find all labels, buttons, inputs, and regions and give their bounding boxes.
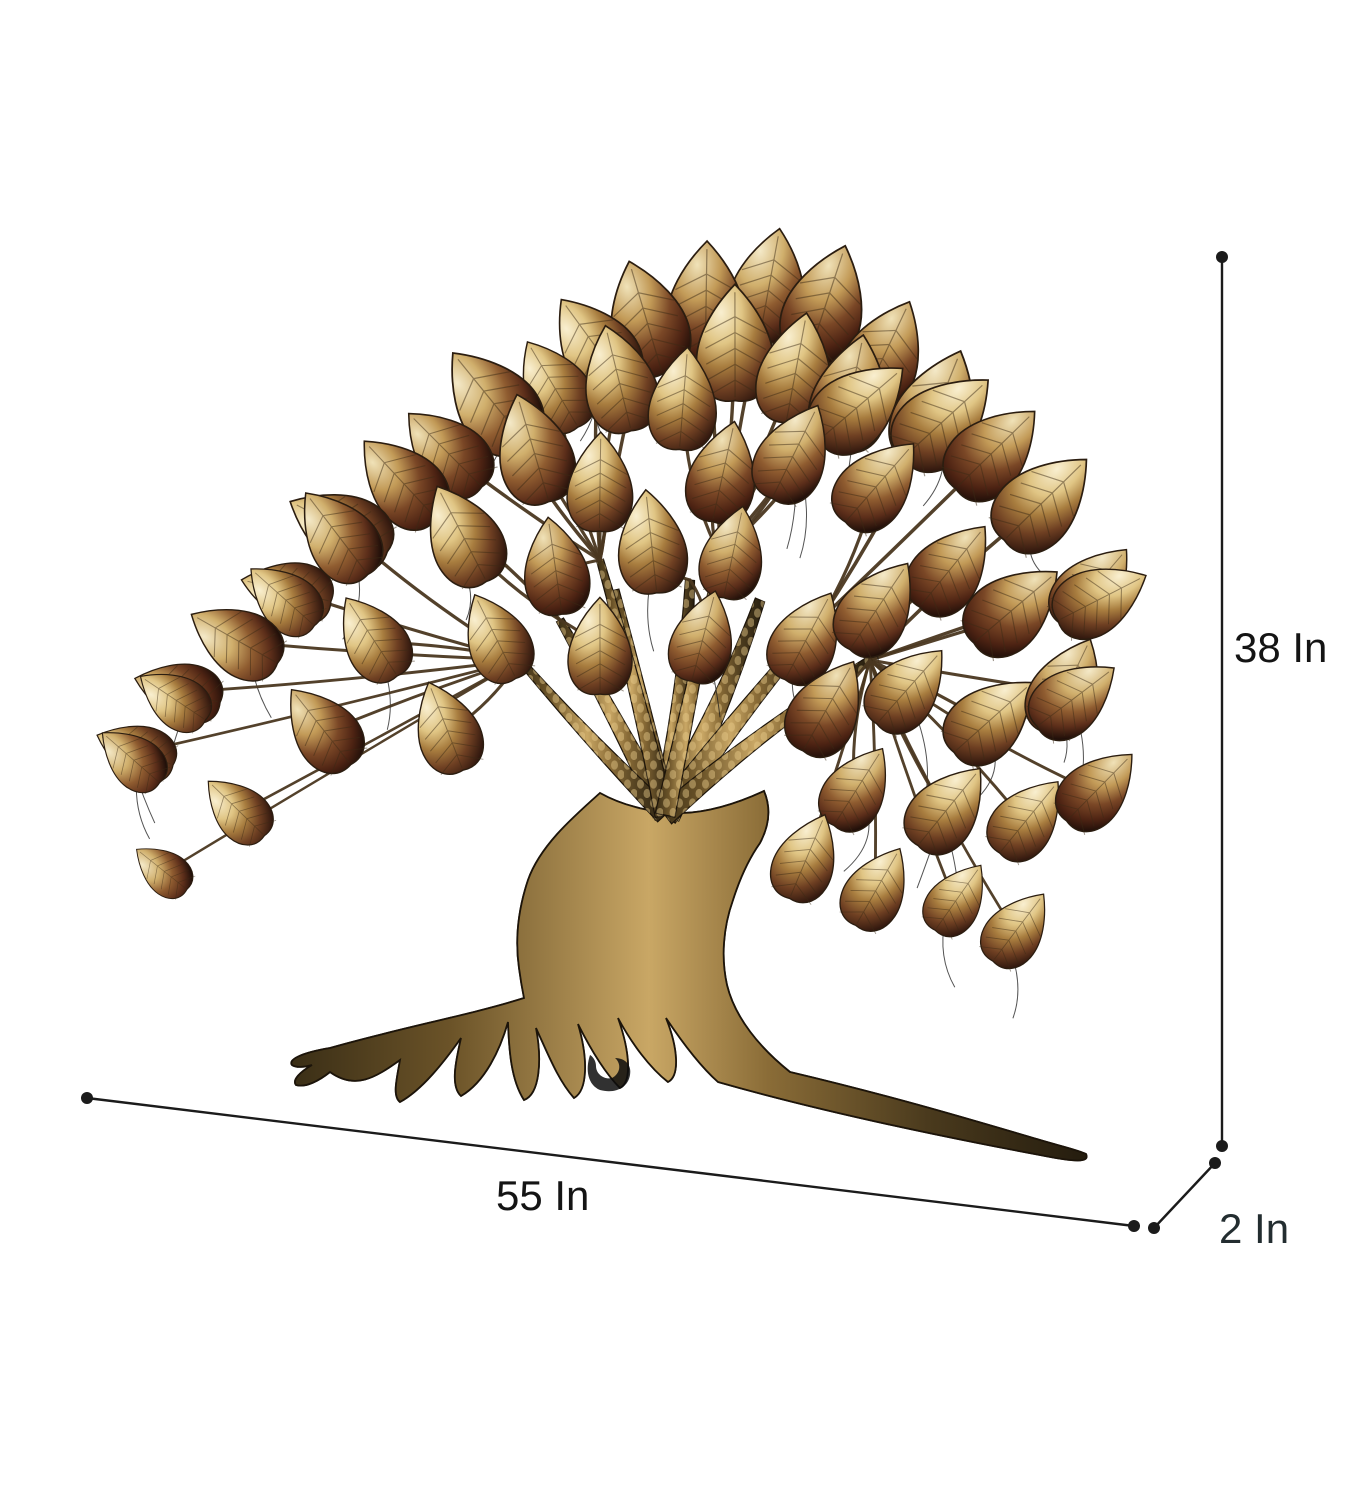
svg-text:38 In: 38 In (1234, 624, 1327, 671)
svg-text:2 In: 2 In (1219, 1205, 1289, 1252)
svg-text:55 In: 55 In (496, 1172, 589, 1219)
